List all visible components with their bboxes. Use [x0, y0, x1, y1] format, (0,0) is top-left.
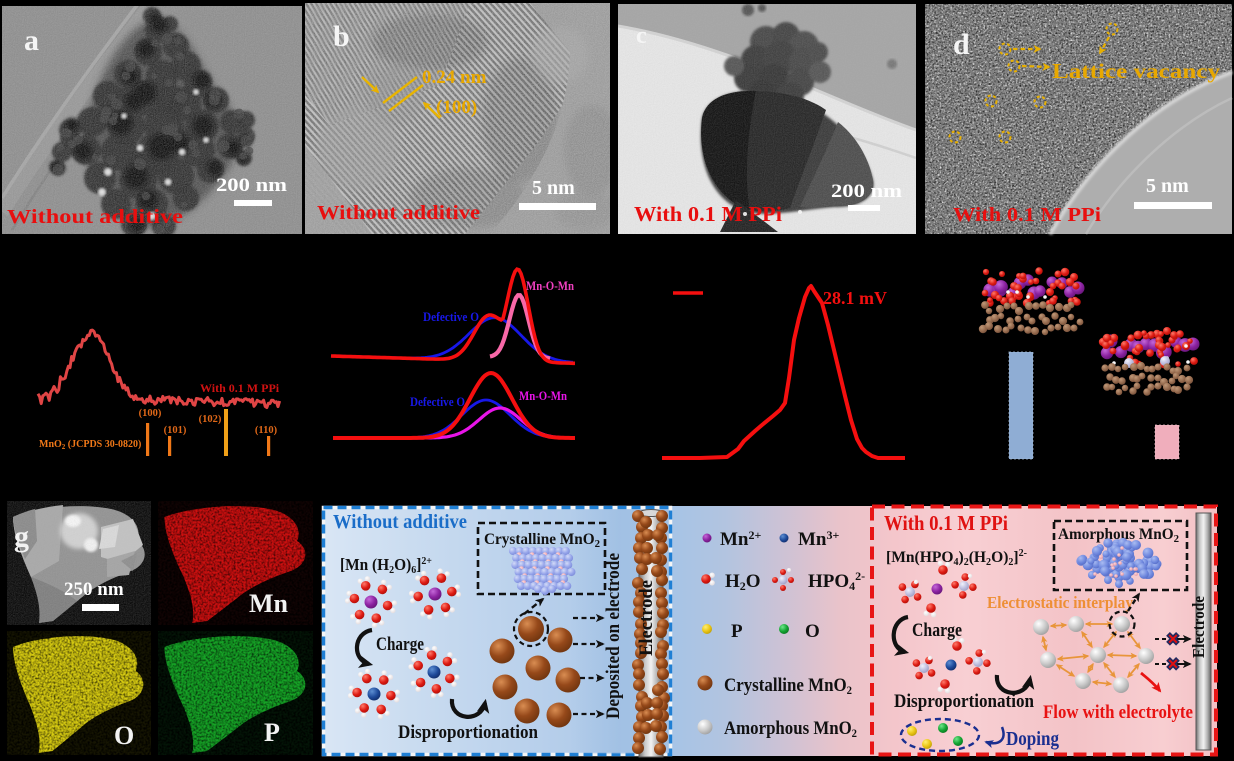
svg-text:Doping: Doping: [1006, 728, 1059, 750]
svg-text:Amorphous MnO2: Amorphous MnO2: [724, 718, 857, 740]
svg-text:Deposited on electrode: Deposited on electrode: [603, 553, 624, 719]
svg-text:Crystalline MnO2: Crystalline MnO2: [724, 675, 852, 697]
svg-text:✖: ✖: [1166, 630, 1180, 649]
svg-text:(102): (102): [199, 414, 222, 425]
svg-text:[Mn(HPO4)2(H2O)2]2-: [Mn(HPO4)2(H2O)2]2-: [886, 548, 1027, 568]
svg-text:Without additive: Without additive: [317, 202, 480, 224]
svg-text:Mn-O-Mn: Mn-O-Mn: [526, 278, 575, 293]
svg-text:✖: ✖: [1166, 655, 1180, 674]
svg-text:Electrode: Electrode: [636, 580, 657, 656]
svg-text:Amorphous MnO2: Amorphous MnO2: [1058, 526, 1179, 545]
svg-text:Lattice vacancy: Lattice vacancy: [1052, 59, 1221, 83]
svg-text:250 nm: 250 nm: [64, 579, 124, 600]
svg-text:0.24 nm: 0.24 nm: [422, 67, 487, 88]
svg-text:Charge: Charge: [376, 634, 424, 655]
svg-text:28.1 mV: 28.1 mV: [823, 288, 887, 308]
svg-text:O: O: [805, 621, 820, 642]
svg-text:(100): (100): [436, 97, 477, 118]
svg-text:g: g: [14, 520, 29, 553]
svg-text:Electrostatic interplay: Electrostatic interplay: [987, 593, 1133, 612]
svg-text:P: P: [264, 718, 280, 747]
svg-text:With 0.1 M PPi: With 0.1 M PPi: [200, 381, 280, 395]
svg-text:Defective O: Defective O: [410, 394, 465, 409]
svg-text:Crystalline MnO2: Crystalline MnO2: [484, 531, 600, 550]
svg-text:(100): (100): [139, 408, 162, 419]
svg-text:5 nm: 5 nm: [532, 177, 575, 199]
svg-text:With 0.1 M PPi: With 0.1 M PPi: [953, 204, 1101, 226]
svg-text:(101): (101): [164, 425, 187, 436]
svg-text:b: b: [333, 20, 350, 53]
svg-text:[Mn (H2O)6]2+: [Mn (H2O)6]2+: [340, 555, 432, 576]
svg-text:With 0.1 M PPi: With 0.1 M PPi: [634, 202, 782, 226]
svg-text:O: O: [114, 721, 134, 750]
svg-text:Disproportionation: Disproportionation: [398, 722, 538, 743]
svg-text:a: a: [24, 24, 39, 57]
svg-text:200 nm: 200 nm: [216, 175, 287, 196]
svg-text:Flow with electrolyte: Flow with electrolyte: [1043, 702, 1193, 723]
svg-text:MnO2 (JCPDS 30-0820): MnO2 (JCPDS 30-0820): [39, 439, 141, 451]
svg-text:Without additive: Without additive: [7, 206, 183, 228]
svg-text:H2O: H2O: [725, 571, 761, 593]
svg-text:Defective O: Defective O: [423, 309, 479, 324]
svg-text:With 0.1 M PPi: With 0.1 M PPi: [884, 511, 1008, 535]
svg-text:(110): (110): [255, 425, 278, 436]
svg-text:200 nm: 200 nm: [831, 181, 902, 202]
svg-text:Mn: Mn: [249, 589, 289, 618]
svg-text:P: P: [731, 621, 743, 642]
svg-text:c: c: [636, 23, 647, 49]
svg-text:5 nm: 5 nm: [1146, 175, 1189, 197]
svg-text:d: d: [953, 28, 970, 61]
svg-text:Charge: Charge: [912, 620, 962, 641]
svg-text:Disproportionation: Disproportionation: [894, 691, 1034, 712]
svg-text:Without additive: Without additive: [333, 511, 467, 533]
svg-text:Mn-O-Mn: Mn-O-Mn: [519, 388, 568, 403]
svg-text:Electrode: Electrode: [1189, 596, 1208, 658]
